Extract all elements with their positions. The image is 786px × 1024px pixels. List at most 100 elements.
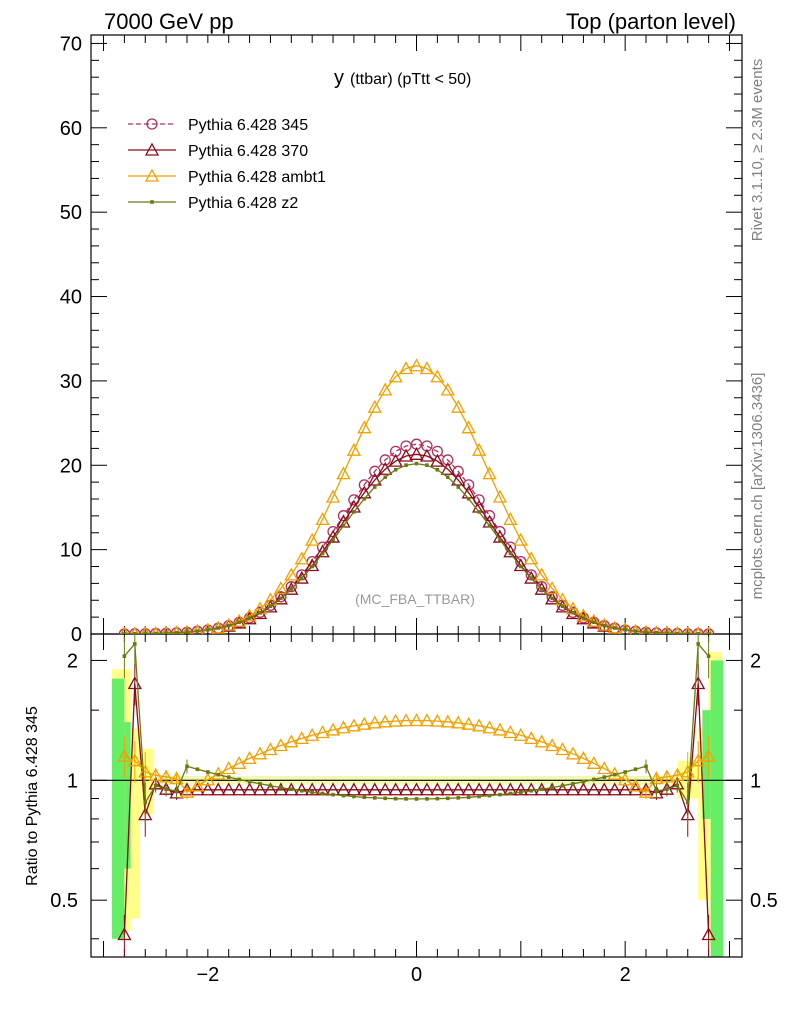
ratio-point (398, 713, 414, 727)
y-tick-label: 0 (71, 624, 82, 646)
legend-marker (144, 168, 160, 182)
header-left: 7000 GeV pp (104, 9, 234, 34)
data-point (268, 604, 273, 609)
ratio-point (659, 769, 674, 783)
ratio-point (529, 788, 534, 793)
ratio-point (367, 782, 382, 796)
data-point (685, 631, 690, 634)
data-point (665, 631, 669, 634)
data-point (315, 512, 330, 526)
ratio-point (185, 764, 189, 769)
ratio-point (294, 782, 309, 796)
data-point (284, 567, 299, 581)
data-point (388, 453, 403, 467)
legend-label: Pythia 6.428 z2 (188, 195, 298, 212)
ratio-point (472, 718, 487, 732)
ratio-point (367, 715, 382, 729)
data-point (305, 532, 320, 546)
data-point (378, 382, 393, 396)
ratio-tick-label: 1 (750, 770, 761, 792)
uncertainty-band (111, 678, 125, 939)
ratio-point (638, 784, 654, 798)
ratio-point (232, 782, 247, 796)
data-point (242, 608, 257, 622)
data-point (409, 446, 424, 460)
ratio-point (221, 761, 236, 775)
data-point (555, 599, 570, 613)
data-point (534, 581, 549, 595)
y-tick-label: 60 (60, 118, 82, 140)
side-label-bottom: mcplots.cern.ch [arXiv:1306.3436] (749, 373, 766, 600)
ratio-point (164, 787, 168, 791)
uncertainty-band (710, 660, 724, 957)
ratio-point (649, 771, 664, 785)
legend-label: Pythia 6.428 370 (188, 143, 308, 160)
ratio-point (372, 796, 377, 800)
data-point (258, 610, 262, 615)
data-point (174, 630, 179, 634)
ratio-point (341, 793, 346, 798)
ratio-point (534, 734, 549, 748)
data-point (430, 369, 445, 383)
data-point (419, 448, 435, 462)
ratio-point (378, 714, 393, 728)
ratio-point (513, 727, 528, 741)
ratio-point (644, 764, 648, 769)
ratio-point (310, 790, 314, 795)
data-point (550, 596, 554, 601)
ratio-point (466, 795, 471, 800)
ratio-point (242, 782, 257, 796)
ratio-point (487, 793, 492, 798)
y-tick-label: 30 (60, 371, 82, 393)
data-point (612, 626, 617, 630)
ratio-point (143, 800, 148, 805)
ratio-point (122, 654, 127, 658)
legend-label: Pythia 6.428 345 (188, 117, 308, 134)
plot-title-main: y (334, 67, 344, 89)
y-tick-label: 70 (60, 33, 82, 55)
data-point (633, 629, 638, 633)
ratio-point (451, 715, 466, 729)
y-tick-label: 50 (60, 202, 82, 224)
ratio-point (305, 727, 320, 741)
ratio-point (519, 790, 523, 795)
ratio-point (555, 782, 570, 796)
ratio-point (524, 731, 539, 745)
data-point (216, 626, 221, 630)
data-point (206, 627, 210, 632)
header-right: Top (parton level) (566, 9, 736, 34)
ratio-point (398, 782, 414, 796)
data-point (492, 489, 508, 503)
data-point (367, 399, 382, 413)
ratio-point (691, 753, 706, 767)
ratio-point (232, 755, 247, 769)
ratio-point (211, 782, 226, 796)
data-point (226, 623, 231, 628)
data-point (452, 465, 464, 477)
ratio-point (602, 775, 607, 779)
x-tick-label: 0 (411, 964, 422, 986)
data-point (503, 544, 518, 558)
data-point (284, 581, 299, 595)
ratio-tick-label: 2 (67, 650, 78, 672)
legend-marker (144, 142, 160, 156)
ratio-line (124, 719, 709, 794)
ratio-point (430, 713, 445, 727)
ratio-point (305, 782, 320, 796)
data-point (294, 570, 309, 584)
ratio-point (263, 742, 278, 756)
ratio-point (440, 782, 455, 796)
ratio-point (706, 654, 711, 658)
data-point (299, 576, 304, 581)
ratio-point (117, 748, 132, 762)
ratio-plot-frame (90, 633, 743, 958)
data-point (508, 551, 513, 556)
ratio-point (576, 751, 591, 765)
data-point (289, 587, 294, 591)
ratio-point (200, 782, 215, 796)
data-point (273, 591, 288, 605)
ratio-point (357, 782, 372, 796)
data-point (341, 523, 346, 528)
ratio-point (336, 720, 351, 734)
